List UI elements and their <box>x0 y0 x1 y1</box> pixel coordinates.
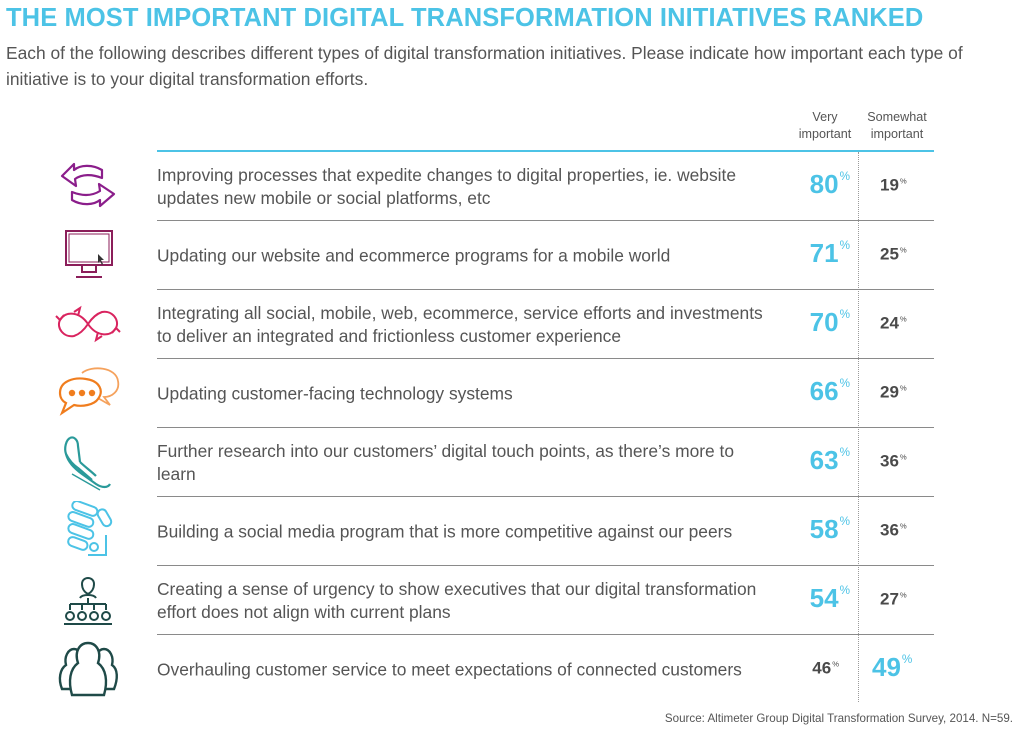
initiative-label: Overhauling customer service to meet exp… <box>157 659 742 679</box>
table-row: Further research into our customers’ dig… <box>0 428 1023 497</box>
initiative-label: Updating our website and ecommerce progr… <box>157 245 671 265</box>
percent-sign: % <box>839 170 850 184</box>
somewhat-important-number: 29 <box>880 381 899 401</box>
somewhat-important-number: 27 <box>880 588 899 608</box>
hand-touch-icon <box>52 432 124 492</box>
initiative-label: Improving processes that expedite change… <box>157 164 737 208</box>
somewhat-important-value: 27% <box>880 589 907 609</box>
initiative-label: Updating customer-facing technology syst… <box>157 383 513 403</box>
somewhat-important-number: 25 <box>880 243 899 263</box>
row-divider <box>157 288 934 290</box>
column-header-very-line1: Very <box>812 110 838 124</box>
column-header-very-important: Very important <box>790 109 860 143</box>
very-important-number: 66 <box>809 375 839 406</box>
somewhat-important-value: 29% <box>880 382 907 402</box>
somewhat-important-number: 36 <box>880 519 899 539</box>
somewhat-important-value: 36% <box>880 451 907 471</box>
somewhat-important-number: 24 <box>880 312 899 332</box>
row-divider <box>157 219 934 221</box>
percent-sign: % <box>899 452 907 462</box>
percent-sign: % <box>839 308 850 322</box>
speech-bubbles-icon <box>52 363 124 423</box>
table-row: Updating our website and ecommerce progr… <box>0 221 1023 290</box>
column-header-somewhat-important: Somewhat important <box>858 109 936 143</box>
page-title: THE MOST IMPORTANT DIGITAL TRANSFORMATIO… <box>6 4 924 32</box>
row-divider <box>157 426 934 428</box>
very-important-value: 54% <box>810 583 850 614</box>
percent-sign: % <box>899 245 907 255</box>
percent-sign: % <box>839 446 850 460</box>
percent-sign: % <box>901 653 913 667</box>
very-important-value: 58% <box>810 514 850 545</box>
row-divider <box>157 633 934 635</box>
column-header-somewhat-line1: Somewhat <box>867 110 927 124</box>
very-important-value: 66% <box>810 376 850 407</box>
table-row: Improving processes that expedite change… <box>0 152 1023 221</box>
very-important-number: 70 <box>809 306 839 337</box>
somewhat-important-value: 36% <box>880 520 907 540</box>
column-header-somewhat-line2: important <box>870 127 924 141</box>
initiative-label: Integrating all social, mobile, web, eco… <box>157 302 763 346</box>
somewhat-important-value: 49% <box>872 652 912 683</box>
somewhat-important-value: 19% <box>880 175 907 195</box>
very-important-value: 70% <box>810 307 850 338</box>
row-divider <box>157 357 934 359</box>
arrows-exchange-icon <box>52 156 124 216</box>
percent-sign: % <box>899 314 907 324</box>
very-important-number: 71 <box>809 237 839 268</box>
very-important-number: 63 <box>809 444 839 475</box>
very-important-number: 58 <box>809 513 839 544</box>
org-chart-icon <box>52 570 124 630</box>
table-row: Updating customer-facing technology syst… <box>0 359 1023 428</box>
customer-group-icon <box>52 639 124 699</box>
percent-sign: % <box>839 377 850 391</box>
percent-sign: % <box>899 176 907 186</box>
very-important-number: 54 <box>809 582 839 613</box>
very-important-value: 63% <box>810 445 850 476</box>
table-row: Building a social media program that is … <box>0 497 1023 566</box>
initiative-label: Building a social media program that is … <box>157 521 733 541</box>
somewhat-important-number: 19 <box>880 174 899 194</box>
somewhat-important-value: 24% <box>880 313 907 333</box>
percent-sign: % <box>899 590 907 600</box>
table-row: Integrating all social, mobile, web, eco… <box>0 290 1023 359</box>
subtitle: Each of the following describes differen… <box>6 43 963 89</box>
source-note: Source: Altimeter Group Digital Transfor… <box>664 712 1013 725</box>
somewhat-important-number: 49 <box>872 651 901 682</box>
percent-sign: % <box>832 659 839 669</box>
monitor-cursor-icon <box>52 225 124 285</box>
social-chain-icon <box>52 500 124 561</box>
column-header-very-line2: important <box>798 127 852 141</box>
row-divider <box>157 564 934 566</box>
table-row: Overhauling customer service to meet exp… <box>0 635 1023 704</box>
very-important-number: 80 <box>809 168 839 199</box>
very-important-number: 46 <box>812 657 832 677</box>
percent-sign: % <box>899 521 907 531</box>
table-row: Creating a sense of urgency to show exec… <box>0 566 1023 635</box>
row-divider <box>157 495 934 497</box>
very-important-value: 46% <box>812 658 839 678</box>
header-rule <box>157 150 934 152</box>
percent-sign: % <box>899 383 907 393</box>
percent-sign: % <box>839 239 850 253</box>
somewhat-important-number: 36 <box>880 450 899 470</box>
infinity-arrows-icon <box>52 294 124 354</box>
percent-sign: % <box>839 584 850 598</box>
percent-sign: % <box>839 515 850 529</box>
very-important-value: 80% <box>810 169 850 200</box>
initiative-label: Further research into our customers’ dig… <box>157 440 735 484</box>
somewhat-important-value: 25% <box>880 244 907 264</box>
very-important-value: 71% <box>810 238 850 269</box>
initiative-label: Creating a sense of urgency to show exec… <box>157 578 757 622</box>
